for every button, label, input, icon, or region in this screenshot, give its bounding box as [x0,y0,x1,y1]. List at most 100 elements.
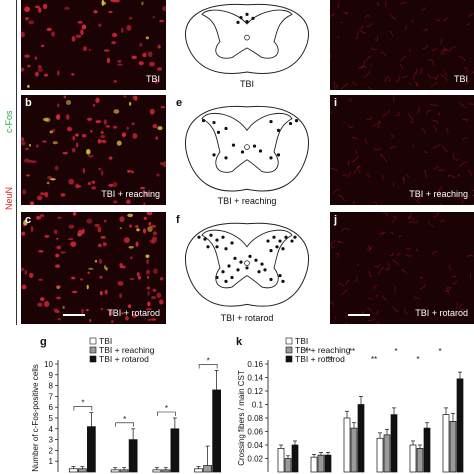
fiber-strand [408,82,412,86]
neuron-speck [28,20,35,25]
neuron-speck [162,6,166,12]
fiber-strand [422,44,428,50]
bar [390,414,398,473]
cfos-cell-dot [284,235,288,239]
neuron-speck [90,130,93,133]
fiber-strand [407,212,412,220]
neuron-speck [131,122,135,126]
neuron-speck [98,258,103,264]
scale-bar-c [63,314,85,316]
neuron-speck [103,219,107,223]
significance-bracket [157,411,176,416]
fiber-strand [466,79,472,85]
fiber-strand [376,1,380,6]
chart-g: Number of c-Fos-positive cells 1234567891… [31,336,221,473]
neuron-speck [103,119,107,125]
fiber-strand [468,169,472,176]
fiber-strand [466,22,470,26]
cfos-cell-dot [281,279,285,283]
neuron-speck [71,73,75,76]
fiber-strand [399,63,403,69]
neuron-speck [38,250,44,253]
y-tick-label: 0.12 [247,387,263,396]
neuron-speck [128,245,134,249]
fiber-strand [348,88,351,90]
neuron-speck [138,61,144,66]
y-tick-label: 5 [49,414,54,423]
fiber-strand [419,67,422,74]
fiber-strand [457,173,460,178]
fiber-strand [330,13,335,17]
fiber-strand [424,169,428,178]
fiber-strand [348,172,352,177]
neuron-speck [147,226,153,232]
neuron-speck [123,237,130,243]
neuron-speck [105,125,111,128]
neuron-speck [91,186,97,190]
neuron-speck [86,284,89,290]
fiber-strand [377,121,382,129]
neuron-speck [111,320,114,324]
fiber-strand [351,80,358,86]
significance-star: * [207,356,210,365]
neuron-speck [63,95,66,99]
fiber-strand [444,70,448,76]
cfos-cell-dot [236,268,240,272]
fiber-strand [382,109,390,117]
fiber-strand [381,174,384,181]
fiber-strand [411,20,415,24]
fiber-strand [380,52,387,57]
fiber-strand [338,1,340,9]
neuron-speck [74,133,79,137]
neuron-speck [86,218,93,224]
neuron-speck [100,134,106,138]
cfos-cell-dot [240,150,245,154]
fiber-strand [344,312,347,319]
cfos-cell-dot [227,264,231,268]
fiber-strand [440,73,448,82]
neuron-speck [28,143,32,147]
central-canal [244,144,250,150]
cfos-cell-dot [215,245,219,249]
neuron-speck [111,41,117,45]
bar [212,389,221,473]
bar [310,456,318,473]
neuron-speck [71,276,76,280]
fiber-strand [366,116,373,120]
neuron-speck [157,44,161,49]
fiber-strand [388,78,391,82]
cfos-cell-dot [252,144,257,148]
cfos-cell-dot [288,121,293,126]
cfos-cell-dot [201,119,206,123]
neuron-speck [100,307,104,311]
neuron-speck [126,24,132,31]
bar [110,469,120,473]
fiber-strand [353,276,358,283]
neuron-speck [98,23,102,28]
fiber-strand [396,75,401,83]
neuron-speck [67,238,74,241]
fiber-strand [366,247,371,251]
neuron-speck [141,1,144,6]
fiber-strand [391,306,399,313]
neuron-speck [140,186,145,190]
fiber-strand [408,112,414,121]
bar [284,458,292,473]
bar [456,378,464,473]
fiber-strand [418,195,422,199]
cfos-cell-dot [276,128,281,132]
neuron-speck [146,212,153,216]
neuron-speck [21,231,26,236]
fiber-strand [359,24,364,29]
neuron-speck [136,228,140,232]
neuron-speck [36,144,39,148]
neuron-speck [157,67,162,71]
neuron-speck [142,228,147,234]
neuron-speck [157,126,163,131]
neuron-speck [100,139,106,143]
grey-matter-outline [201,9,293,59]
cfos-cell-dot [254,258,258,262]
cfos-cell-dot [230,241,234,245]
neuron-speck [56,296,61,300]
neuron-speck [29,201,35,205]
